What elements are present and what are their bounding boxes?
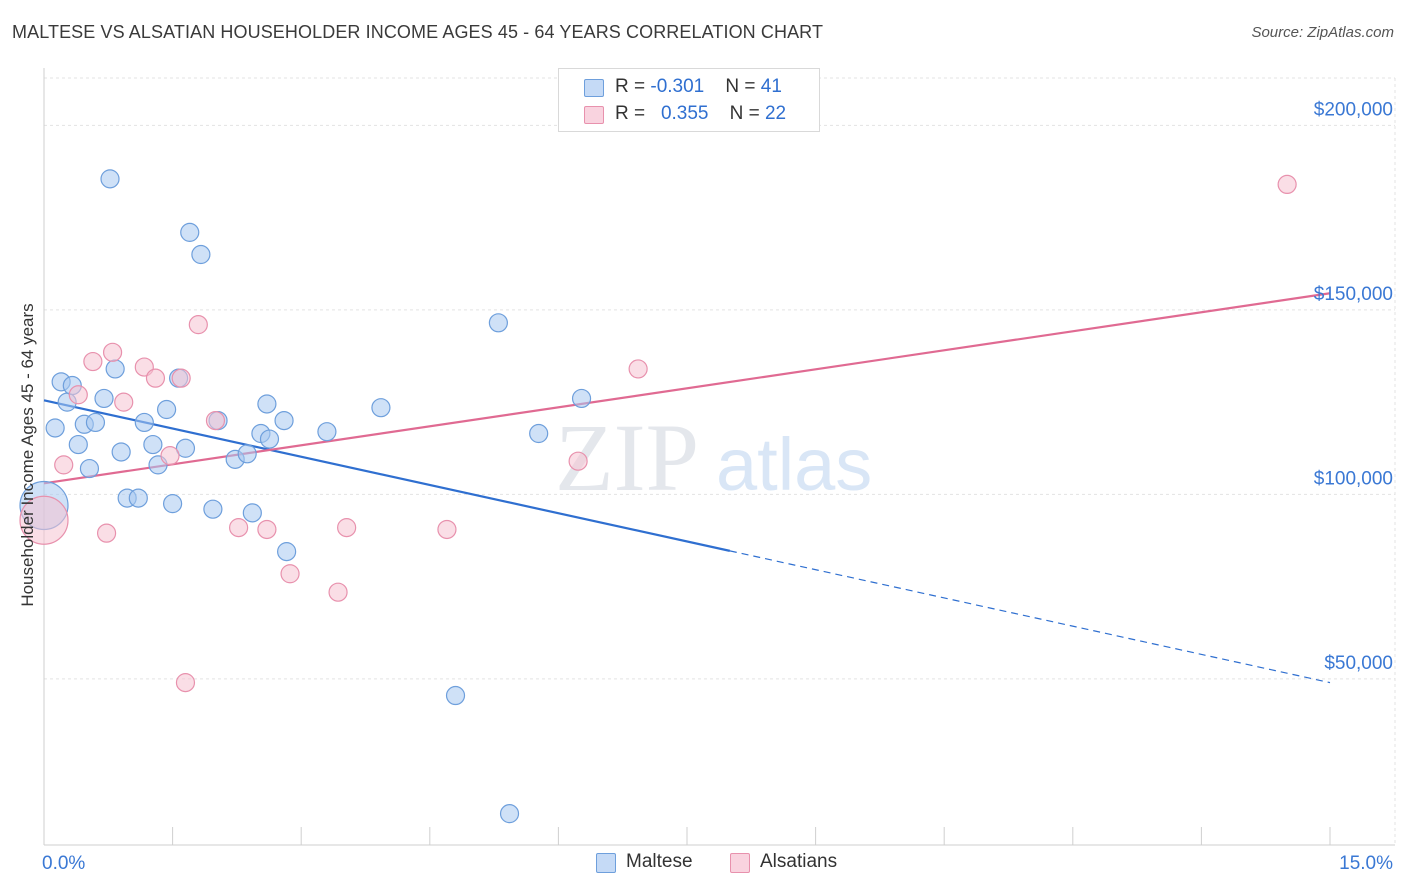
alsatians-point — [280, 564, 300, 584]
x-tick-label: 0.0% — [42, 853, 85, 874]
alsatians-point — [83, 351, 103, 372]
maltese-point — [94, 388, 114, 409]
alsatians-point — [114, 392, 134, 412]
maltese-point — [85, 412, 106, 433]
alsatians-point — [1277, 174, 1297, 195]
alsatians-point — [257, 519, 277, 540]
axes — [43, 68, 1395, 846]
alsatians-point — [175, 673, 196, 693]
alsatians-point — [160, 446, 180, 466]
legend-n-value-maltese: 41 — [760, 76, 782, 97]
correlation-legend: R = -0.301 N = 41 R = 0.355 N = 22 — [558, 68, 820, 132]
maltese-point — [111, 442, 131, 462]
maltese-point — [277, 542, 297, 562]
maltese-point — [203, 499, 223, 519]
maltese-point — [571, 388, 592, 409]
legend-text-alsatians: R = 0.355 N = 22 — [615, 103, 786, 125]
alsatians-point — [145, 368, 166, 388]
bottom-legend-label-maltese: Maltese — [626, 851, 693, 872]
legend-r-label-alsatians: R = — [615, 103, 651, 124]
bottom-legend-swatch-maltese — [596, 853, 616, 873]
legend-n-label-alsatians: N = — [729, 103, 765, 124]
legend-n-label-maltese: N = — [725, 76, 761, 97]
watermark-atlas: atlas — [716, 423, 872, 506]
data-points — [19, 169, 1297, 824]
legend-text-maltese: R = -0.301 N = 41 — [615, 76, 782, 98]
maltese-trend-line — [43, 399, 731, 552]
alsatians-trend-line — [43, 292, 1331, 485]
bottom-legend-swatch-alsatians — [730, 853, 750, 873]
maltese-point — [68, 434, 88, 455]
maltese-point — [371, 398, 391, 418]
alsatians-point — [568, 451, 588, 471]
alsatians-point — [19, 495, 69, 545]
maltese-point — [488, 313, 508, 333]
alsatians-point — [328, 582, 348, 602]
alsatians-point — [437, 519, 457, 540]
y-tick-label: $200,000 — [1314, 99, 1393, 120]
legend-r-value-alsatians: 0.355 — [660, 103, 709, 124]
maltese-point — [143, 434, 163, 455]
maltese-point — [128, 488, 148, 508]
alsatians-point — [96, 523, 117, 543]
maltese-point — [259, 429, 280, 449]
y-axis-label: Householder Income Ages 45 - 64 years — [18, 303, 37, 607]
watermark: ZIP atlas — [555, 404, 872, 511]
maltese-point — [79, 458, 100, 479]
alsatians-point — [102, 342, 123, 362]
maltese-point — [156, 399, 177, 420]
y-tick-label: $50,000 — [1324, 653, 1393, 674]
y-tick-label: $150,000 — [1314, 284, 1393, 305]
alsatians-point — [205, 410, 226, 431]
maltese-point — [257, 394, 277, 414]
alsatians-point — [337, 518, 357, 538]
source-label: Source: ZipAtlas.com — [1251, 24, 1394, 41]
maltese-point — [499, 804, 520, 824]
maltese-point — [529, 423, 549, 444]
alsatians-point — [628, 359, 648, 379]
grid-lines — [44, 77, 1396, 845]
maltese-point — [105, 359, 125, 379]
maltese-point — [45, 418, 65, 438]
y-tick-label: $100,000 — [1314, 468, 1393, 489]
legend-n-value-alsatians: 22 — [764, 103, 787, 124]
x-tick-label: 15.0% — [1339, 853, 1393, 874]
alsatians-point — [54, 455, 74, 475]
bottom-legend-label-alsatians: Alsatians — [760, 851, 838, 872]
maltese-point — [163, 494, 183, 514]
y-tick-labels: $50,000 $100,000 $150,000 $200,000 — [1314, 99, 1393, 674]
maltese-point — [180, 222, 200, 242]
alsatians-point — [68, 385, 88, 405]
maltese-point — [134, 412, 154, 433]
trend-lines — [43, 292, 1331, 684]
maltese-point — [100, 169, 120, 189]
alsatians-point — [229, 518, 249, 538]
maltese-point — [317, 422, 337, 442]
alsatians-point — [188, 315, 208, 335]
legend-swatch-maltese — [584, 79, 604, 97]
maltese-point — [242, 503, 262, 523]
legend-r-label-maltese: R = — [615, 76, 651, 97]
legend-r-value-maltese: -0.301 — [650, 76, 705, 97]
maltese-point — [175, 438, 196, 458]
chart-title: MALTESE VS ALSATIAN HOUSEHOLDER INCOME A… — [12, 22, 824, 42]
legend-swatch-alsatians — [584, 106, 604, 124]
maltese-trend-extension — [729, 550, 1331, 684]
alsatians-point — [171, 368, 191, 388]
maltese-point — [274, 410, 294, 431]
maltese-point — [445, 685, 466, 706]
x-tick-labels: 0.0% 15.0% — [42, 853, 1393, 874]
maltese-point — [237, 444, 257, 464]
maltese-point — [191, 244, 211, 265]
